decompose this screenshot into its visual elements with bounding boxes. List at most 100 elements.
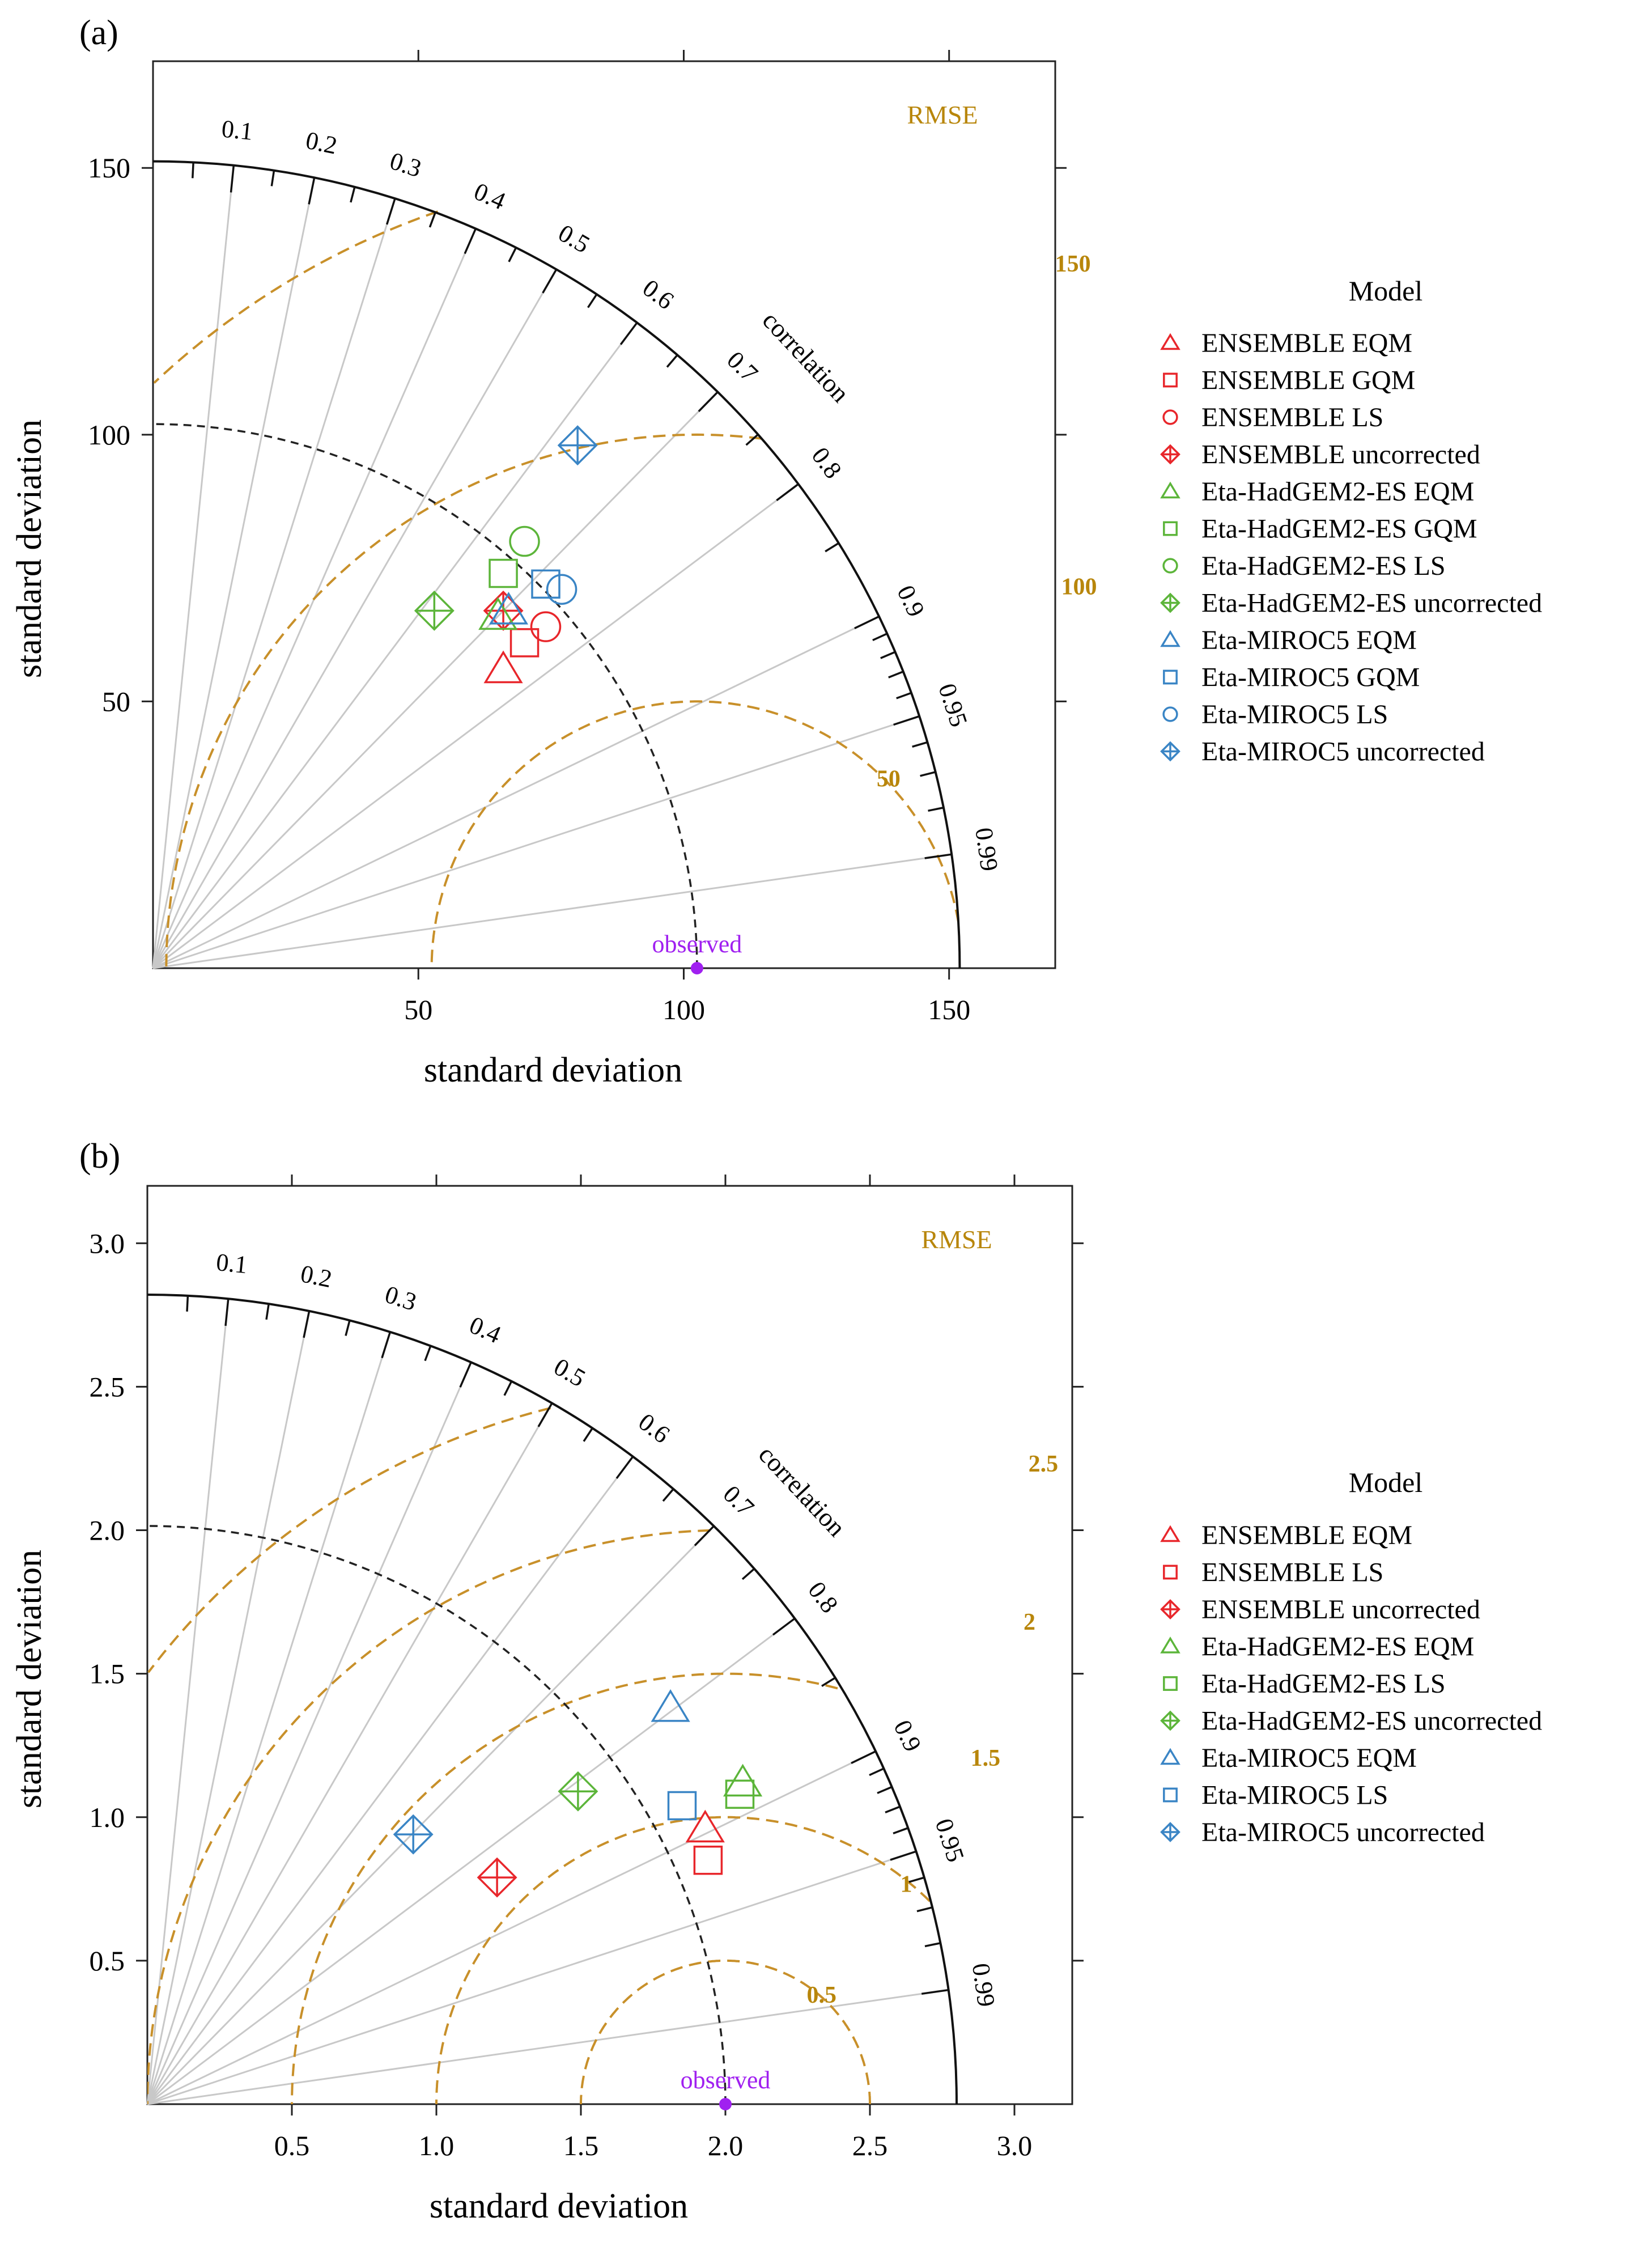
legend-label-ensemble-gqm: ENSEMBLE GQM bbox=[1201, 366, 1415, 396]
rmse-label: 2 bbox=[1024, 1609, 1035, 1635]
legend-marker-ensemble-ls bbox=[1163, 1565, 1178, 1580]
point-eta-hadgem2-es-gqm bbox=[489, 558, 518, 588]
legend-label-eta-miroc5-eqm: Eta-MIROC5 EQM bbox=[1201, 1743, 1417, 1773]
legend-marker-eta-hadgem2-es-eqm bbox=[1160, 1637, 1180, 1654]
legend-marker-eta-miroc5-eqm bbox=[1160, 630, 1180, 647]
correlation-gridline-0-6 bbox=[146, 1456, 634, 2105]
rmse-label: 100 bbox=[1061, 574, 1097, 600]
rmse-label: 50 bbox=[877, 766, 901, 792]
model-points bbox=[414, 425, 598, 684]
legend-marker-eta-hadgem2-es-uncorrected bbox=[1160, 592, 1180, 613]
correlation-gridline-0-95 bbox=[147, 1850, 917, 2105]
legend-label-eta-hadgem2-es-uncorrected: Eta-HadGEM2-ES uncorrected bbox=[1201, 588, 1542, 618]
correlation-tick bbox=[587, 294, 598, 308]
model-points bbox=[393, 1689, 763, 1898]
correlation-tick bbox=[230, 165, 235, 193]
legend-label-eta-hadgem2-es-gqm: Eta-HadGEM2-ES GQM bbox=[1201, 514, 1477, 544]
x-tick-label: 150 bbox=[928, 994, 970, 1025]
correlation-tick bbox=[424, 1345, 432, 1362]
legend: Model ENSEMBLE EQM ENSEMBLE LS ENSEMBLE unc… bbox=[1160, 1466, 1542, 1847]
correlation-tick bbox=[885, 1805, 901, 1814]
correlation-tick bbox=[662, 1488, 674, 1502]
observed-point bbox=[690, 962, 703, 974]
x-tick-label: 1.5 bbox=[563, 2130, 599, 2161]
point-ensemble-ls bbox=[693, 1845, 723, 1875]
legend-marker-eta-miroc5-ls bbox=[1163, 1787, 1178, 1803]
legend-marker-eta-hadgem2-es-uncorrected bbox=[1160, 1710, 1180, 1731]
y-axis-title: standard deviation bbox=[10, 419, 49, 678]
correlation-tick bbox=[772, 1617, 796, 1636]
legend-label-eta-hadgem2-es-uncorrected: Eta-HadGEM2-ES uncorrected bbox=[1201, 1706, 1542, 1736]
point-ensemble-ls bbox=[530, 611, 562, 642]
y-tick-label: 1.5 bbox=[90, 1658, 125, 1690]
correlation-gridline-0-6 bbox=[152, 322, 638, 969]
correlation-tick bbox=[908, 1876, 925, 1883]
point-ensemble-gqm bbox=[509, 628, 540, 658]
correlation-tick bbox=[741, 1568, 755, 1580]
correlation-gridline-0-9 bbox=[152, 616, 880, 969]
rmse-contour-1 bbox=[435, 1816, 931, 2104]
correlation-tick-label: 0.1 bbox=[220, 115, 254, 146]
correlation-tick bbox=[924, 853, 952, 859]
correlation-tick bbox=[776, 483, 799, 502]
legend-marker-ensemble-uncorrected bbox=[1160, 444, 1180, 465]
correlation-tick-label: 0.2 bbox=[303, 126, 339, 160]
legend-label-eta-miroc5-uncorrected: Eta-MIROC5 uncorrected bbox=[1201, 1817, 1485, 1847]
legend-marker-ensemble-ls bbox=[1162, 409, 1178, 425]
rmse-contour-0-5 bbox=[580, 1959, 871, 2104]
correlation-tick bbox=[537, 1402, 553, 1427]
correlation-tick bbox=[916, 1906, 933, 1913]
y-tick-label: 3.0 bbox=[90, 1227, 125, 1259]
legend-label-eta-hadgem2-es-eqm: Eta-HadGEM2-ES EQM bbox=[1201, 1632, 1474, 1662]
point-ensemble-eqm bbox=[685, 1809, 725, 1843]
rmse-contour-2-5 bbox=[147, 1407, 551, 1673]
correlation-tick bbox=[851, 1750, 876, 1765]
correlation-tick bbox=[928, 807, 944, 812]
x-tick-label: 2.5 bbox=[852, 2130, 888, 2161]
point-eta-miroc5-gqm bbox=[531, 569, 560, 599]
rmse-contours bbox=[147, 1407, 931, 2104]
correlation-tick bbox=[224, 1298, 230, 1326]
rmse-title: RMSE bbox=[907, 100, 978, 129]
point-eta-miroc5-ls bbox=[546, 574, 577, 605]
x-axis-title: standard deviation bbox=[430, 2187, 688, 2225]
correlation-tick bbox=[872, 633, 888, 642]
correlation-tick bbox=[385, 198, 396, 225]
correlation-tick bbox=[619, 322, 638, 345]
correlation-tick bbox=[381, 1332, 392, 1359]
correlation-tick bbox=[869, 1767, 885, 1777]
correlation-tick bbox=[666, 354, 678, 368]
y-tick-label: 2.5 bbox=[90, 1371, 125, 1402]
rmse-label: 2.5 bbox=[1029, 1451, 1059, 1477]
rmse-contour-2 bbox=[147, 1529, 711, 2104]
legend-marker-ensemble-eqm bbox=[1160, 333, 1180, 350]
legend-label-eta-hadgem2-es-ls: Eta-HadGEM2-ES LS bbox=[1201, 1669, 1446, 1699]
correlation-gridline-0-9 bbox=[147, 1750, 876, 2105]
correlation-tick bbox=[924, 1942, 941, 1948]
legend-label-eta-hadgem2-es-eqm: Eta-HadGEM2-ES EQM bbox=[1201, 477, 1474, 507]
legend-marker-eta-miroc5-uncorrected bbox=[1160, 741, 1180, 762]
correlation-tick bbox=[464, 228, 477, 255]
correlation-tick bbox=[428, 211, 436, 228]
legend-marker-ensemble-gqm bbox=[1163, 372, 1178, 388]
correlation-tick bbox=[503, 1380, 513, 1396]
legend-marker-ensemble-uncorrected bbox=[1160, 1599, 1180, 1619]
correlation-tick bbox=[825, 542, 839, 553]
correlation-tick bbox=[303, 1311, 311, 1338]
legend: Model ENSEMBLE EQM ENSEMBLE GQM ENSEMBLE LS… bbox=[1160, 275, 1542, 767]
plot-frame bbox=[146, 1185, 1073, 2105]
x-tick-label: 0.5 bbox=[274, 2130, 310, 2161]
correlation-gridline-0-8 bbox=[152, 483, 799, 969]
point-eta-miroc5-eqm bbox=[651, 1689, 690, 1722]
observed-label: observed bbox=[681, 2066, 771, 2094]
observed-label: observed bbox=[652, 930, 742, 958]
legend-marker-eta-miroc5-gqm bbox=[1163, 669, 1178, 685]
correlation-tick bbox=[854, 615, 880, 630]
x-tick-label: 50 bbox=[404, 994, 432, 1025]
y-tick-label: 50 bbox=[102, 685, 130, 717]
correlation-tick bbox=[583, 1427, 593, 1442]
correlation-gridline-0-5 bbox=[146, 1402, 553, 2105]
y-tick-label: 1.0 bbox=[90, 1801, 125, 1833]
